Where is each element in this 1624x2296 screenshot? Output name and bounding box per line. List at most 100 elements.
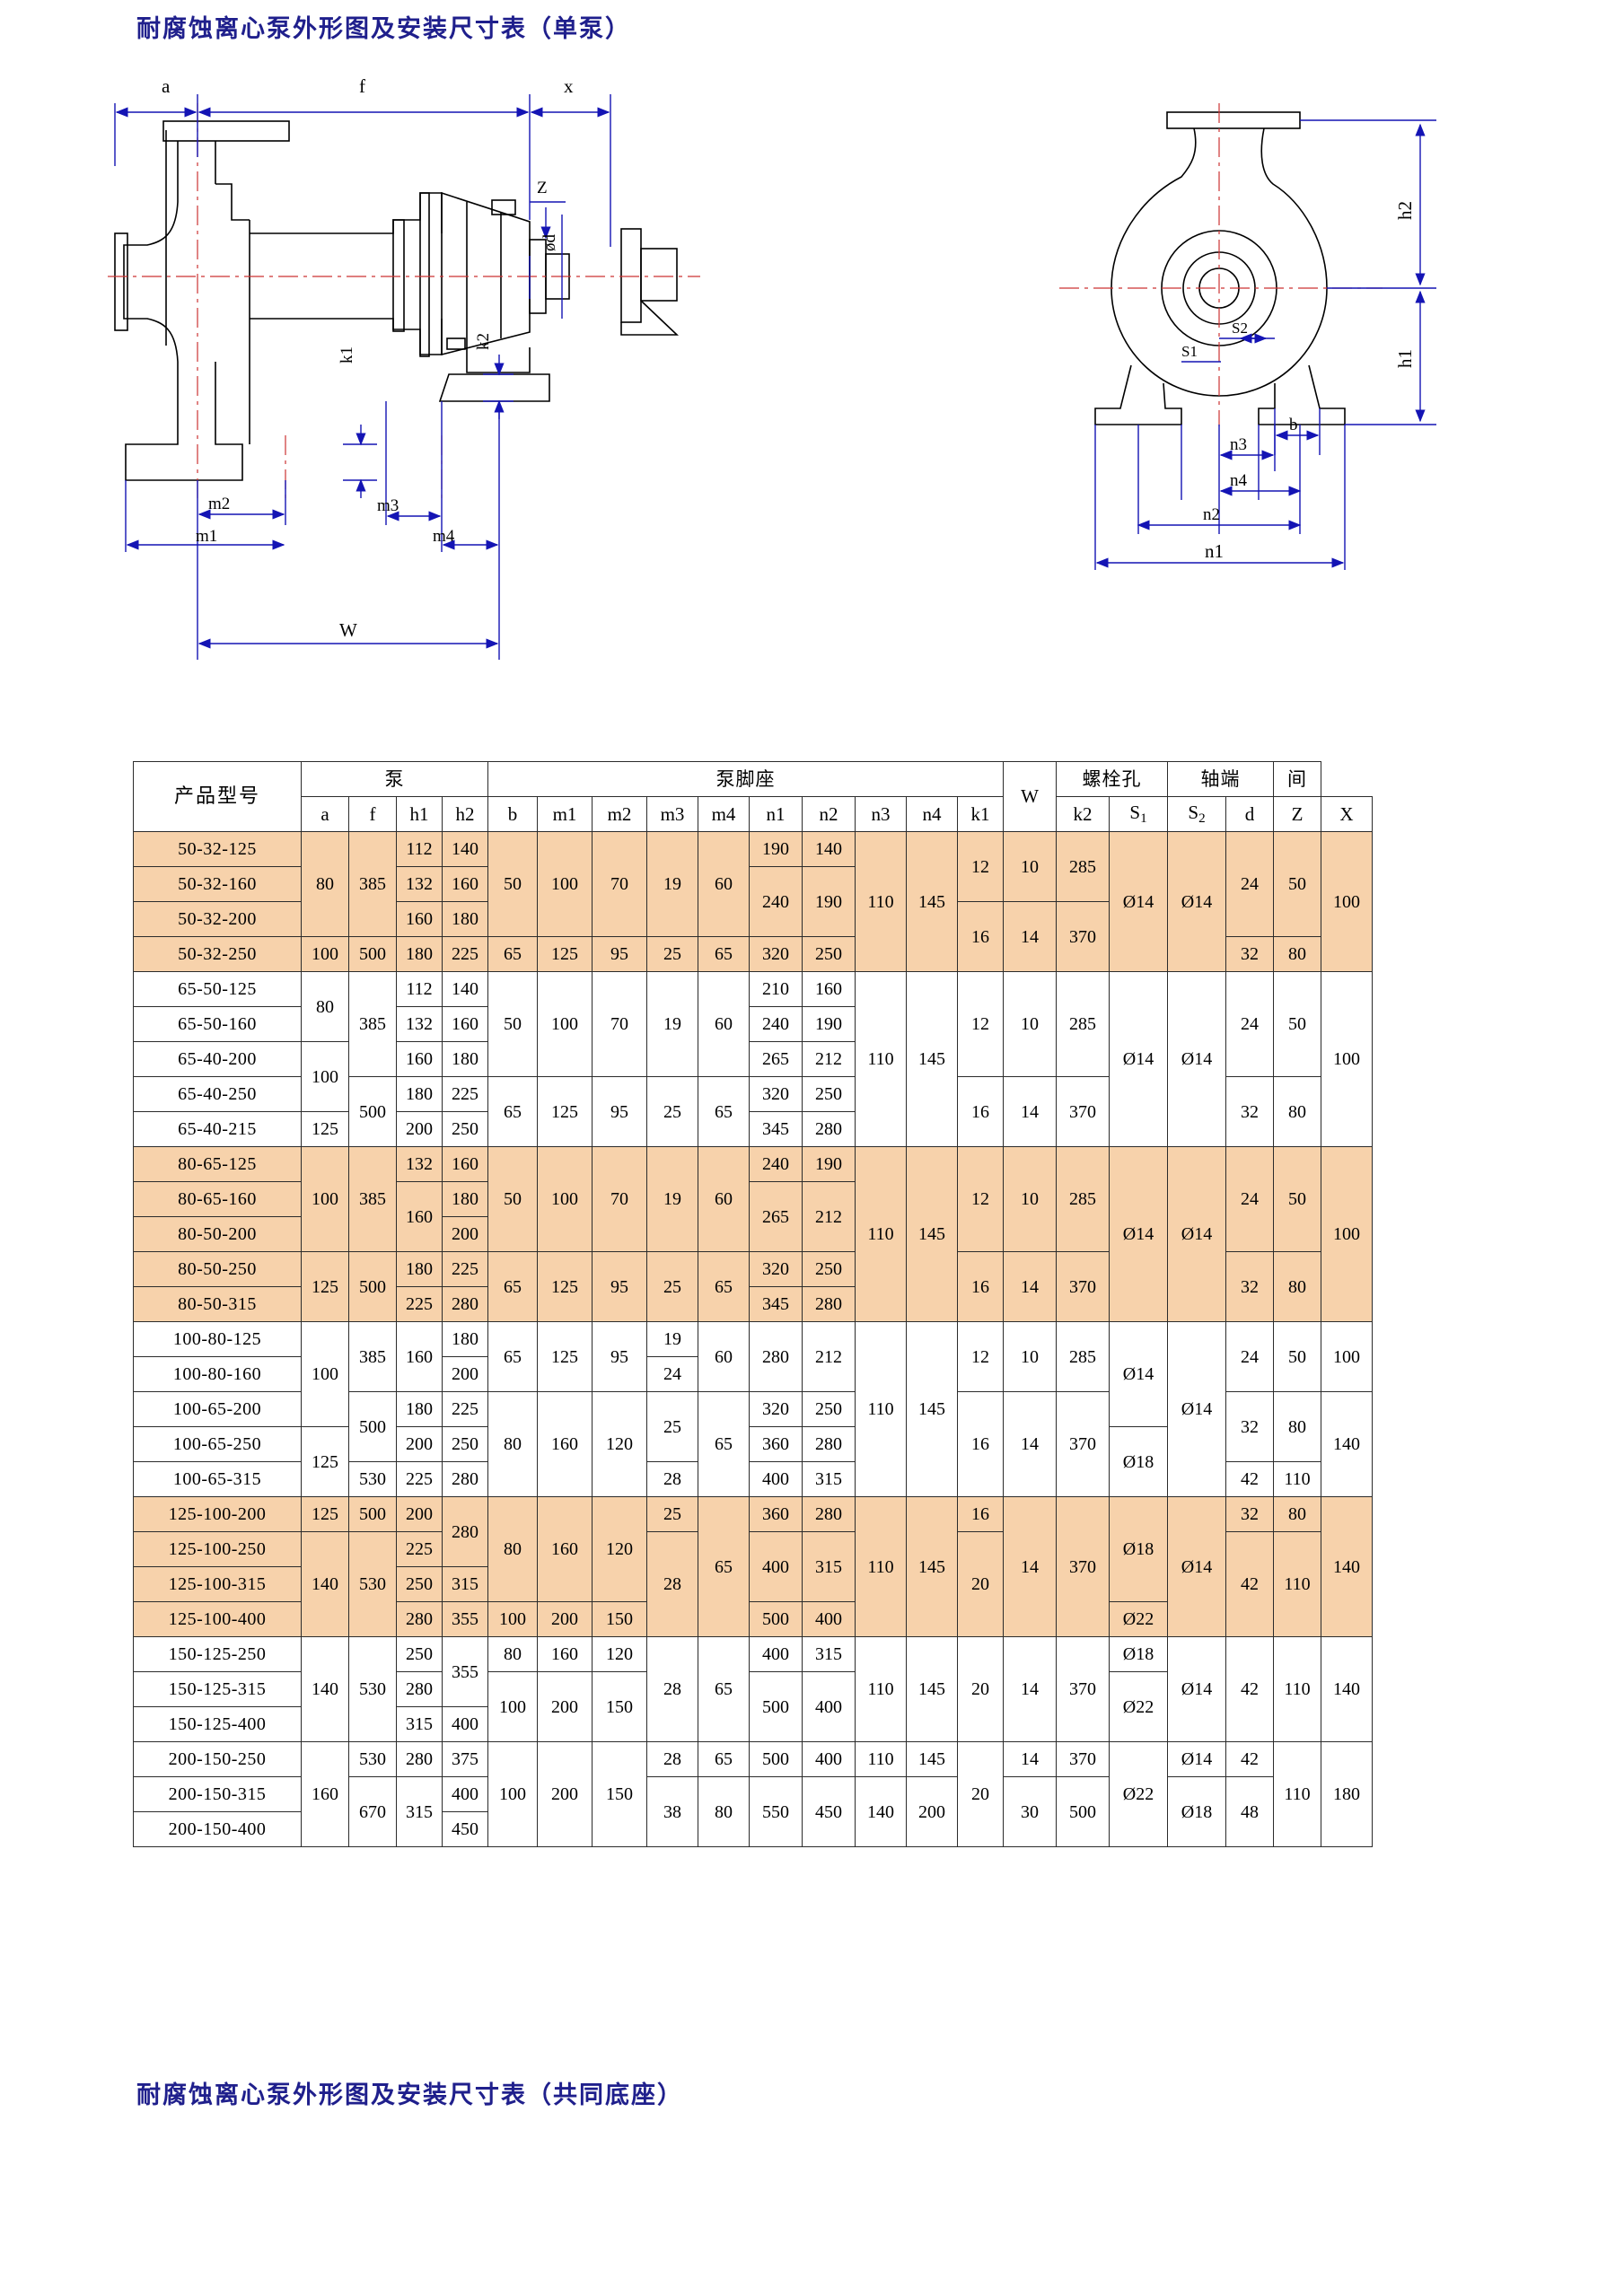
dimension-label-f: f xyxy=(359,75,365,97)
cell-w: 370 xyxy=(1056,1741,1110,1777)
cell-x: 140 xyxy=(1321,1496,1373,1637)
dimension-lines-m1-m2 xyxy=(125,480,286,552)
cell-a: 100 xyxy=(301,1146,349,1252)
col-n2: n2 xyxy=(802,796,856,832)
cell-n2: 190 xyxy=(802,1146,856,1182)
cell-n3: 110 xyxy=(855,1741,907,1777)
cell-a: 140 xyxy=(301,1531,349,1637)
cell-h2: 250 xyxy=(442,1426,488,1462)
cell-h2: 225 xyxy=(442,1391,488,1427)
cell-n2: 280 xyxy=(802,1111,856,1147)
cell-h2: 400 xyxy=(442,1776,488,1812)
cell-s1: Ø22 xyxy=(1109,1601,1168,1637)
cell-n3: 110 xyxy=(855,1146,907,1322)
cell-k1: 20 xyxy=(957,1636,1004,1742)
cell-h2: 355 xyxy=(442,1601,488,1637)
cell-s2: Ø14 xyxy=(1167,1146,1226,1322)
cell-z: 110 xyxy=(1273,1741,1321,1847)
table-row: 80-65-125 100 385 132 160 50 100 70 19 60 240 190 11… xyxy=(133,1146,1373,1322)
dimension-label-m2: m2 xyxy=(208,495,230,513)
cell-h1: 112 xyxy=(396,971,443,1007)
cell-k1: 12 xyxy=(957,831,1004,902)
cell-n1: 210 xyxy=(749,971,803,1007)
cell-f: 530 xyxy=(348,1741,397,1777)
cell-h2: 375 xyxy=(442,1741,488,1777)
cell-m2: 70 xyxy=(592,1146,647,1252)
cell-n1: 500 xyxy=(749,1671,803,1742)
cell-n1: 400 xyxy=(749,1531,803,1602)
cell-w: 370 xyxy=(1056,1496,1110,1637)
cell-h1: 180 xyxy=(396,1076,443,1112)
cell-h1: 180 xyxy=(396,1251,443,1287)
cell-model: 125-100-200 xyxy=(133,1496,302,1532)
table-row: 125-100-250 140 530 225 28 400 315 20 42 110 xyxy=(133,1531,1373,1637)
cell-s2: Ø14 xyxy=(1167,1741,1226,1777)
cell-s1: Ø14 xyxy=(1109,831,1168,972)
cell-b: 80 xyxy=(487,1496,538,1602)
cell-model: 150-125-250 xyxy=(133,1636,302,1672)
cell-k1: 16 xyxy=(957,1391,1004,1497)
cell-n1: 280 xyxy=(749,1321,803,1392)
cell-h1: 160 xyxy=(396,1321,443,1392)
cell-m4: 65 xyxy=(698,1076,750,1147)
cell-k1: 16 xyxy=(957,901,1004,972)
cell-h1: 132 xyxy=(396,1006,443,1042)
pump-outline-drawing: a f x Z ød k1 k2 m2 m1 xyxy=(108,49,1544,732)
cell-d: 42 xyxy=(1225,1636,1274,1742)
cell-k2: 14 xyxy=(1003,1741,1057,1777)
cell-h1: 280 xyxy=(396,1601,443,1637)
cell-n2: 212 xyxy=(802,1041,856,1077)
cell-x: 100 xyxy=(1321,971,1373,1147)
cell-b: 65 xyxy=(487,1076,538,1147)
cell-model: 100-65-250 xyxy=(133,1426,302,1462)
cell-f: 500 xyxy=(348,936,397,972)
cell-n1: 360 xyxy=(749,1496,803,1532)
cell-b: 100 xyxy=(487,1671,538,1742)
cell-m3: 28 xyxy=(646,1531,698,1637)
cell-h1: 225 xyxy=(396,1531,443,1567)
col-s2: S2 xyxy=(1167,796,1226,832)
cell-m3: 19 xyxy=(646,1146,698,1252)
col-m2: m2 xyxy=(592,796,647,832)
cell-h2: 180 xyxy=(442,1321,488,1357)
cell-b: 50 xyxy=(487,1146,538,1252)
cell-h1: 112 xyxy=(396,831,443,867)
dimension-label-m1: m1 xyxy=(196,527,217,546)
page-title-bottom: 耐腐蚀离心泵外形图及安装尺寸表（共同底座） xyxy=(136,2081,683,2109)
cell-n2: 190 xyxy=(802,866,856,937)
cell-x: 180 xyxy=(1321,1741,1373,1847)
col-k1: k1 xyxy=(957,796,1004,832)
cell-n3: 110 xyxy=(855,831,907,972)
cell-s2: Ø14 xyxy=(1167,1636,1226,1742)
cell-h2: 200 xyxy=(442,1216,488,1252)
cell-model: 50-32-250 xyxy=(133,936,302,972)
cell-h2: 200 xyxy=(442,1356,488,1392)
table-row: 200-150-315 670 315 400 38 80 550 450 140 200 30 50… xyxy=(133,1776,1373,1847)
cell-n2: 280 xyxy=(802,1496,856,1532)
cell-z: 80 xyxy=(1273,936,1321,972)
cell-m3: 19 xyxy=(646,1321,698,1357)
cell-k1: 16 xyxy=(957,1076,1004,1147)
cell-m3: 25 xyxy=(646,1496,698,1532)
cell-b: 100 xyxy=(487,1601,538,1637)
col-f: f xyxy=(348,796,397,832)
cell-n2: 160 xyxy=(802,971,856,1007)
cell-model: 50-32-125 xyxy=(133,831,302,867)
cell-m2: 70 xyxy=(592,831,647,937)
cell-n1: 320 xyxy=(749,936,803,972)
cell-h1: 160 xyxy=(396,901,443,937)
svg-text:x: x xyxy=(564,75,574,97)
cell-n1: 320 xyxy=(749,1076,803,1112)
cell-x: 100 xyxy=(1321,831,1373,972)
cell-w: 285 xyxy=(1056,831,1110,902)
cell-model: 80-65-125 xyxy=(133,1146,302,1182)
cell-n1: 550 xyxy=(749,1776,803,1847)
cell-m1: 200 xyxy=(537,1741,593,1847)
cell-z: 80 xyxy=(1273,1496,1321,1532)
cell-a: 125 xyxy=(301,1111,349,1147)
cell-a: 140 xyxy=(301,1636,349,1742)
cell-k2: 14 xyxy=(1003,1496,1057,1637)
cell-m4: 60 xyxy=(698,1146,750,1252)
col-m4: m4 xyxy=(698,796,750,832)
cell-k1: 12 xyxy=(957,971,1004,1077)
